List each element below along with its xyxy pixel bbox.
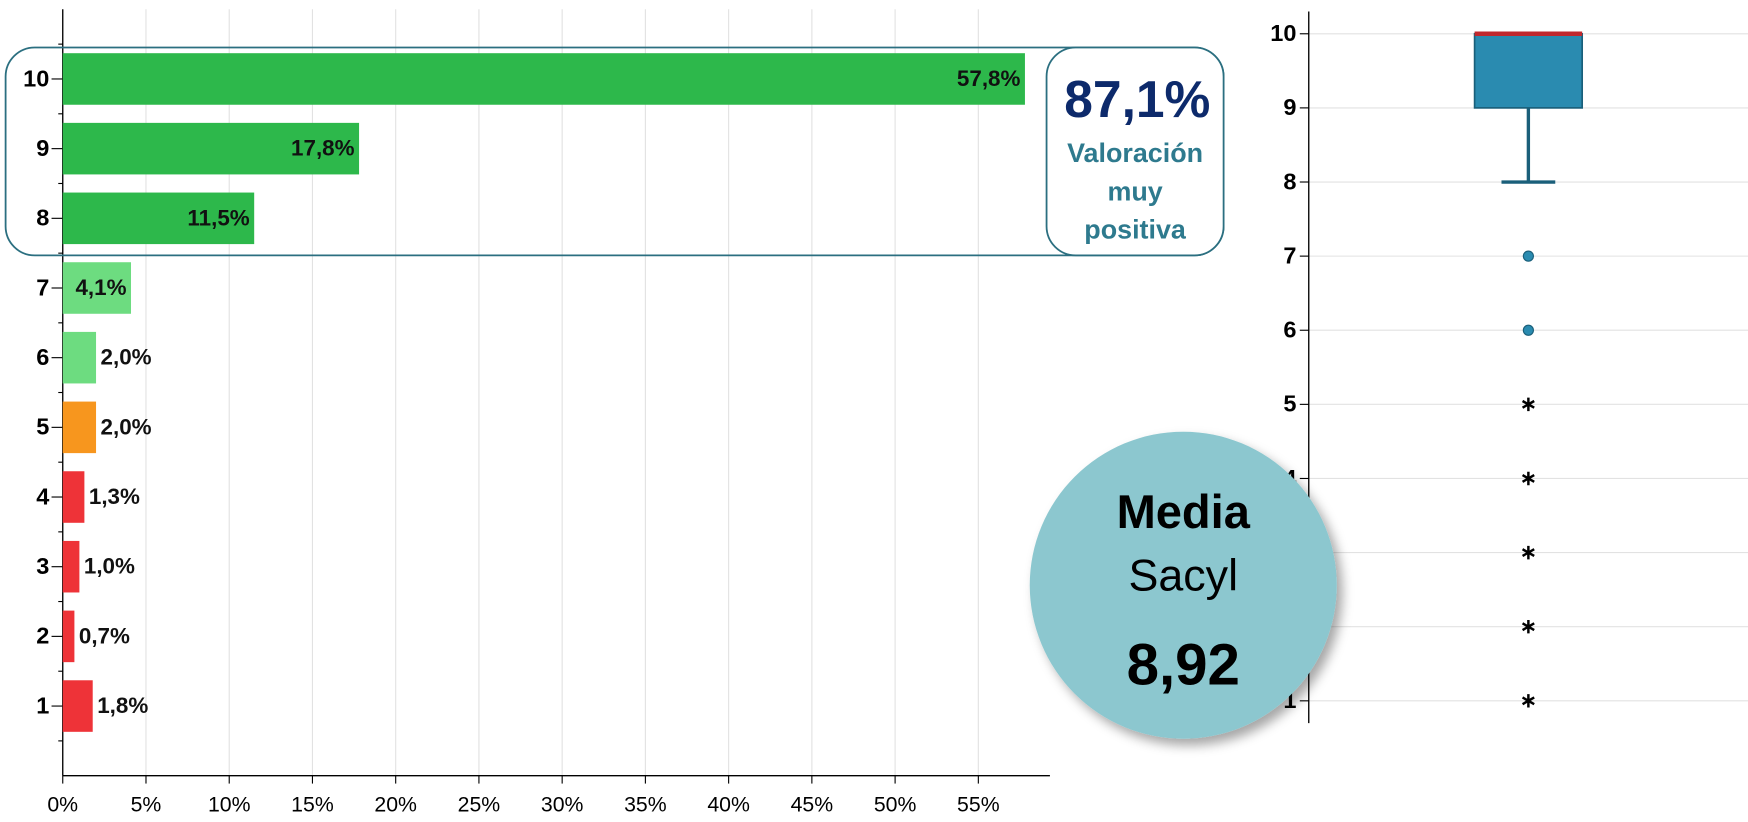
- extreme: [1521, 397, 1535, 412]
- value-label: 57,8%: [957, 66, 1021, 91]
- value-label: 11,5%: [187, 205, 249, 230]
- y-tick-label: 6: [36, 344, 49, 370]
- value-label: 0,7%: [79, 623, 130, 648]
- bar: [62, 122, 360, 175]
- value-label: 1,3%: [89, 484, 140, 509]
- y-tick-label: 10: [23, 65, 49, 91]
- highlight-text: positiva: [1084, 214, 1187, 244]
- bar: [62, 471, 85, 523]
- summary-title: Media: [1117, 485, 1251, 538]
- highlight-text: Valoración: [1067, 138, 1203, 168]
- x-tick-label: 35%: [624, 793, 667, 817]
- extreme: [1521, 471, 1535, 486]
- summary-subtitle: Sacyl: [1128, 550, 1238, 600]
- x-tick-label: 10%: [208, 793, 251, 817]
- highlight-panel: [1045, 46, 1225, 257]
- bar: [62, 262, 132, 314]
- y-tick-label: 7: [1283, 242, 1296, 268]
- x-tick-label: 45%: [791, 793, 834, 817]
- y-tick-label: 8: [1283, 168, 1296, 194]
- x-tick-label: 55%: [957, 793, 1000, 817]
- bar: [62, 192, 255, 245]
- y-tick-label: 10: [1270, 20, 1296, 46]
- y-tick-label: 3: [36, 553, 49, 579]
- y-tick-label: 5: [36, 414, 49, 440]
- y-tick-label: 8: [36, 205, 49, 231]
- x-tick-label: 20%: [374, 793, 417, 817]
- value-label: 2,0%: [101, 414, 152, 439]
- extreme: [1521, 545, 1535, 560]
- y-tick-label: 6: [1283, 317, 1296, 343]
- summary-value: 8,92: [1127, 633, 1240, 698]
- highlight-text: muy: [1107, 176, 1162, 206]
- bar: [62, 53, 1025, 105]
- y-tick-label: 4: [36, 483, 49, 509]
- extreme: [1521, 619, 1535, 634]
- y-tick-label: 9: [36, 135, 49, 161]
- x-tick-label: 25%: [458, 793, 501, 817]
- outlier: [1522, 250, 1534, 262]
- box: [1473, 32, 1584, 109]
- x-tick-label: 40%: [707, 793, 750, 817]
- bar: [62, 331, 97, 384]
- y-tick-label: 1: [36, 692, 49, 718]
- value-label: 4,1%: [75, 275, 126, 300]
- y-tick-label: 2: [36, 623, 49, 649]
- outlier: [1522, 324, 1534, 336]
- value-label: 1,8%: [97, 693, 148, 718]
- highlight-value: 87,1%: [1064, 70, 1210, 128]
- x-tick-label: 5%: [131, 793, 162, 817]
- bar: [62, 610, 75, 663]
- summary-circle: [1029, 431, 1337, 739]
- y-tick-label: 7: [36, 274, 49, 300]
- value-label: 17,8%: [291, 136, 355, 161]
- y-tick-label: 5: [1283, 391, 1296, 417]
- x-tick-label: 50%: [874, 793, 917, 817]
- x-tick-label: 15%: [291, 793, 334, 817]
- bar: [62, 680, 93, 732]
- y-tick-label: 9: [1283, 94, 1296, 120]
- value-label: 1,0%: [84, 554, 135, 579]
- x-tick-label: 30%: [541, 793, 584, 817]
- bar: [62, 401, 97, 454]
- extreme: [1521, 694, 1535, 708]
- value-label: 2,0%: [101, 345, 152, 370]
- bar: [62, 540, 80, 593]
- x-tick-label: 0%: [47, 793, 78, 817]
